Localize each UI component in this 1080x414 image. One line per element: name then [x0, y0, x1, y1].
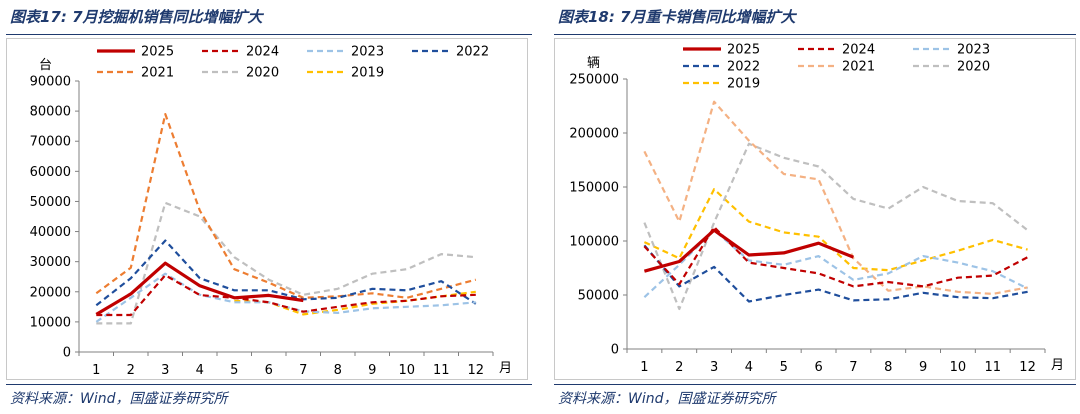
y-tick-label: 50000	[578, 289, 619, 304]
x-tick-label: 1	[92, 363, 100, 378]
legend-label-2023: 2023	[351, 45, 384, 60]
source-divider	[6, 384, 532, 385]
x-tick-label: 4	[745, 360, 753, 375]
y-tick-label: 150000	[569, 181, 619, 196]
series-line-2021	[643, 100, 1028, 295]
y-tick-label: 250000	[569, 73, 619, 88]
y-tick-label: 20000	[30, 285, 71, 300]
series-line-2022	[95, 239, 477, 307]
title-divider	[6, 34, 532, 35]
legend-label-2025: 2025	[727, 43, 760, 58]
x-tick-label: 4	[196, 363, 204, 378]
y-tick-label: 70000	[30, 135, 71, 150]
y-tick-label: 30000	[30, 255, 71, 270]
series-line-2024	[643, 225, 1029, 288]
series-line-2025	[643, 228, 854, 273]
x-tick-label: 6	[814, 360, 822, 375]
x-tick-label: 9	[919, 360, 927, 375]
x-tick-label: 3	[161, 363, 169, 378]
series-line-2024	[96, 274, 476, 317]
x-tick-label: 11	[984, 360, 1001, 375]
series-line-2019	[643, 188, 1028, 272]
chart-frame: 辆 0 50000 100000 150000 200000 250000 1 2 3 4 5 6 7 8 9…	[554, 38, 1076, 380]
y-tick-label: 50000	[30, 195, 71, 210]
y-tick-label: 40000	[30, 225, 71, 240]
legend-label-2024: 2024	[246, 45, 279, 60]
y-tick-label: 80000	[30, 105, 71, 120]
legend-label-2020: 2020	[957, 60, 990, 75]
y-tick-label: 100000	[569, 235, 619, 250]
source-divider	[554, 384, 1076, 385]
legend-label-2019: 2019	[727, 77, 760, 92]
series-line-2020	[643, 142, 1029, 311]
series-line-2022	[643, 244, 1028, 303]
legend-label-2021: 2021	[141, 66, 174, 81]
y-tick-label: 200000	[569, 127, 619, 142]
x-tick-label: 11	[433, 363, 450, 378]
excavator-sales-chart: 台 0 10000 20000 30000 40000 50000 60000 70000 800…	[30, 45, 512, 379]
source-note: 资料来源：Wind，国盛证券研究所	[558, 391, 776, 407]
y-axis-unit: 辆	[587, 56, 600, 71]
title-divider	[554, 34, 1076, 35]
y-axis-unit: 台	[39, 58, 52, 73]
x-tick-label: 6	[265, 363, 273, 378]
legend-label-2024: 2024	[842, 43, 875, 58]
x-tick-label: 10	[950, 360, 967, 375]
source-note: 资料来源：Wind，国盛证券研究所	[10, 391, 228, 407]
figure-title: 图表17: 7月挖掘机销售同比增幅扩大	[10, 8, 263, 26]
y-tick-label: 0	[63, 346, 71, 361]
x-tick-label: 1	[640, 360, 648, 375]
x-axis-unit: 月	[499, 361, 512, 376]
chart-frame: 台 0 10000 20000 30000 40000 50000 60000 70000 800…	[6, 38, 528, 380]
x-axis-unit: 月	[1051, 358, 1064, 373]
series-line-2021	[95, 112, 477, 299]
series-line-2025	[95, 261, 304, 316]
y-tick-label: 90000	[30, 75, 71, 90]
y-tick-label: 60000	[30, 165, 71, 180]
legend-label-2025: 2025	[141, 45, 174, 60]
y-tick-label: 0	[611, 343, 619, 358]
x-tick-label: 3	[710, 360, 718, 375]
x-tick-label: 12	[467, 363, 484, 378]
panel-heavy-truck-sales: 图表18: 7月重卡销售同比增幅扩大 辆 0 50000 100000 150000 20…	[548, 0, 1080, 414]
x-tick-label: 7	[849, 360, 857, 375]
x-tick-label: 2	[675, 360, 683, 375]
x-tick-label: 10	[398, 363, 415, 378]
series-line-2020	[96, 201, 476, 325]
legend-label-2022: 2022	[727, 60, 760, 75]
x-tick-label: 9	[368, 363, 376, 378]
panel-excavator-sales: 图表17: 7月挖掘机销售同比增幅扩大 台 0 10000 20000 30000 400…	[0, 0, 536, 414]
figure-title: 图表18: 7月重卡销售同比增幅扩大	[558, 8, 796, 26]
x-tick-label: 12	[1019, 360, 1036, 375]
legend-label-2023: 2023	[957, 43, 990, 58]
x-tick-label: 2	[127, 363, 135, 378]
x-tick-label: 8	[334, 363, 342, 378]
legend-label-2022: 2022	[456, 45, 489, 60]
x-tick-label: 5	[780, 360, 788, 375]
x-tick-label: 5	[230, 363, 238, 378]
x-tick-label: 7	[299, 363, 307, 378]
legend-label-2019: 2019	[351, 66, 384, 81]
y-tick-label: 10000	[30, 315, 71, 330]
x-tick-label: 8	[884, 360, 892, 375]
legend-label-2020: 2020	[246, 66, 279, 81]
series-line-2023	[643, 229, 1029, 299]
legend-label-2021: 2021	[842, 60, 875, 75]
